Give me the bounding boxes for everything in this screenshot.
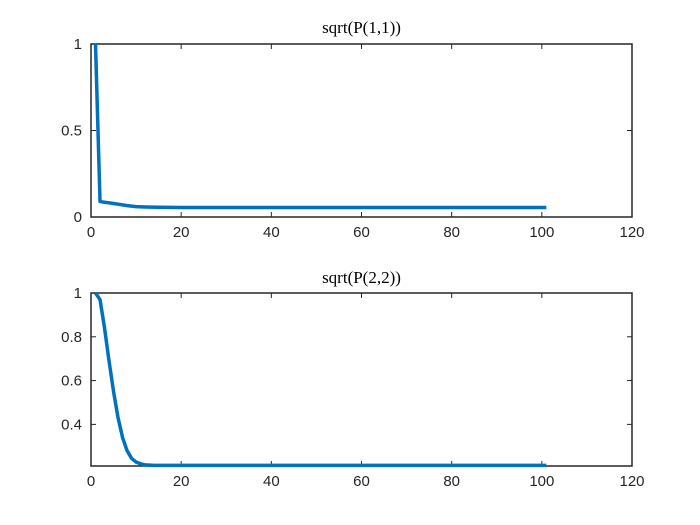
series-group-bottom xyxy=(94,292,547,468)
subplot-bottom: sqrt(P(2,2)) 0 20 40 60 80 100 120 0.4 0.6 0.8 1 xyxy=(61,268,644,490)
y-tick-label: 0.6 xyxy=(61,373,82,390)
series-group-top xyxy=(93,43,547,210)
x-tick-label: 120 xyxy=(619,473,644,490)
y-tick-label: 1 xyxy=(74,36,82,53)
chart-title-top: sqrt(P(1,1)) xyxy=(322,18,401,37)
y-tick-label: 1 xyxy=(74,285,82,302)
series-line xyxy=(93,43,547,210)
x-tick-label: 80 xyxy=(443,224,460,241)
x-tick-label: 60 xyxy=(353,473,370,490)
x-tick-label: 20 xyxy=(173,473,190,490)
x-tick-label: 0 xyxy=(87,473,95,490)
y-tick-label: 0 xyxy=(74,209,82,226)
x-tick-label: 100 xyxy=(529,473,554,490)
chart-title-bottom: sqrt(P(2,2)) xyxy=(322,268,401,287)
series-line xyxy=(94,292,547,468)
ticks-bottom: 0 20 40 60 80 100 120 0.4 0.6 0.8 1 xyxy=(61,285,644,490)
subplot-top: sqrt(P(1,1)) 0 20 40 60 80 100 120 0 0.5 1 xyxy=(61,18,644,241)
plot-area-top xyxy=(90,43,633,218)
y-tick-label: 0.5 xyxy=(61,123,82,140)
x-tick-label: 80 xyxy=(443,473,460,490)
x-tick-label: 20 xyxy=(173,224,190,241)
x-tick-label: 100 xyxy=(529,224,554,241)
y-tick-label: 0.4 xyxy=(61,416,82,433)
x-tick-label: 60 xyxy=(353,224,370,241)
x-tick-label: 40 xyxy=(263,224,280,241)
plot-area-bottom xyxy=(90,292,633,467)
y-tick-label: 0.8 xyxy=(61,329,82,346)
x-tick-label: 120 xyxy=(619,224,644,241)
ticks-top: 0 20 40 60 80 100 120 0 0.5 1 xyxy=(61,36,644,241)
x-tick-label: 0 xyxy=(87,224,95,241)
x-tick-label: 40 xyxy=(263,473,280,490)
